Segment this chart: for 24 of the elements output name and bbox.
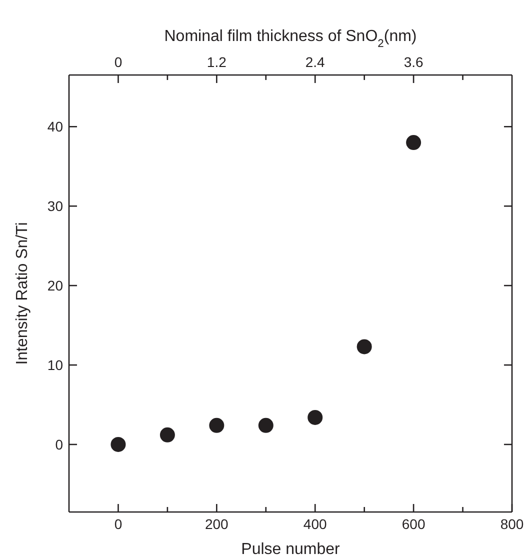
y-axis-title: Intensity Ratio Sn/Ti — [14, 222, 31, 365]
x-tick-label: 200 — [204, 516, 229, 532]
x2-tick-label: 1.2 — [206, 54, 227, 70]
point — [258, 418, 274, 433]
point — [308, 410, 323, 425]
point — [406, 135, 422, 150]
y-tick-label: 40 — [47, 118, 64, 135]
x-tick-label: 0 — [114, 516, 122, 532]
x2-axis-title: Nominal film thickness of SnO$_{2}$(nm) — [164, 28, 417, 50]
x-axis-title: Pulse number — [241, 541, 341, 558]
x2-tick-label: 0 — [114, 54, 122, 70]
x-tick-label: 800 — [500, 516, 524, 532]
point — [209, 418, 224, 433]
y-tick-label: 30 — [47, 198, 64, 214]
x-tick-label: 400 — [303, 516, 328, 532]
y-tick-label: 20 — [47, 278, 64, 294]
point — [356, 339, 372, 354]
x-tick-label: 600 — [402, 516, 426, 532]
point — [110, 436, 126, 452]
y-tick-label: 0 — [55, 436, 64, 452]
x2-tick-label: 3.6 — [404, 54, 424, 70]
y-tick-label: 10 — [47, 357, 64, 374]
x2-tick-label: 2.4 — [305, 54, 326, 70]
point — [160, 427, 175, 442]
